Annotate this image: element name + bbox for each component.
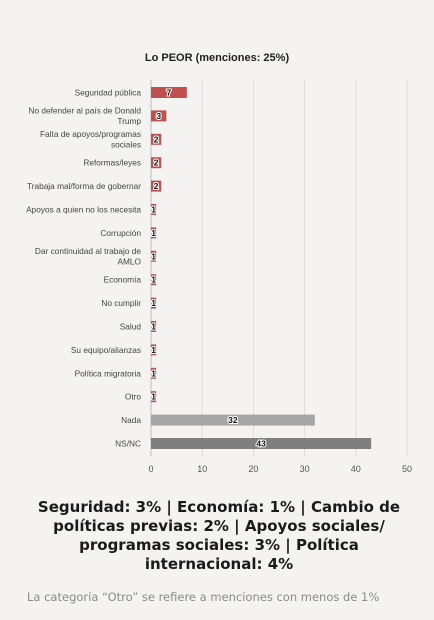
data-label: 2 [154,158,159,168]
data-label: 32 [228,415,238,425]
bar [151,297,157,309]
bar [151,157,162,169]
bar [151,204,157,215]
bar [151,87,187,98]
x-tick-label: 10 [197,464,207,474]
category-label: Seguridad pública [75,88,142,98]
x-tick-label: 20 [248,464,258,474]
bar [151,391,157,403]
summary-text: Seguridad: 3% | Economía: 1% | Cambio de… [37,498,401,573]
data-label: 1 [151,275,156,285]
bar [151,438,372,449]
category-label: Economía [104,275,142,285]
category-label: No defender al país de Donald Trump [28,106,141,127]
data-label: 3 [156,111,161,121]
bar [151,367,157,379]
data-label: 1 [151,345,156,355]
bar [151,133,162,145]
x-tick-label: 0 [148,464,153,474]
bar [151,414,315,426]
category-label: Política migratoria [75,368,142,378]
bar [151,274,157,286]
bar [151,250,157,262]
category-label: Reformas/leyes [83,158,141,168]
data-label: 1 [151,368,156,378]
category-label: Falta de apoyos/programas sociales [40,129,141,150]
category-label: Otro [125,392,142,402]
category-label: Corrupción [100,228,141,238]
data-label: 7 [167,88,172,98]
data-label: 1 [151,251,156,261]
category-label: NS/NC [115,439,141,449]
category-label: Trabaja mal/forma de gobernar [27,181,141,191]
bar [151,227,157,239]
category-label: Nada [121,415,141,425]
data-label: 1 [151,392,156,402]
bar [151,110,167,122]
data-label: 2 [154,134,159,144]
data-label: 2 [154,181,159,191]
category-label: No cumplir [101,298,141,308]
chart-plot: 0 10 20 30 40 50 Seguridad pública 7 No defender… [26,80,412,474]
x-tick-label: 40 [351,464,361,474]
bar [151,180,162,192]
category-label: Apoyos a quien no los necesita [26,205,141,215]
category-label: Dar continuidad al trabajo de AMLO [35,246,142,266]
chart-title: Lo PEOR (menciones: 25%) [144,52,290,64]
footnote: La categoría “Otro” se refiere a mencion… [27,590,380,604]
chart: Lo PEOR (menciones: 25%) 0 10 20 30 40 50 Segu… [26,52,412,474]
data-label: 43 [256,439,266,449]
data-label: 1 [151,322,156,332]
data-label: 1 [151,228,156,238]
category-label: Su equipo/alianzas [71,345,141,355]
x-tick-label: 50 [402,464,412,474]
x-tick-label: 30 [300,464,310,474]
bar [151,321,157,332]
bar [151,344,157,356]
category-label: Salud [120,322,142,332]
data-label: 1 [151,298,156,308]
data-label: 1 [151,205,156,215]
